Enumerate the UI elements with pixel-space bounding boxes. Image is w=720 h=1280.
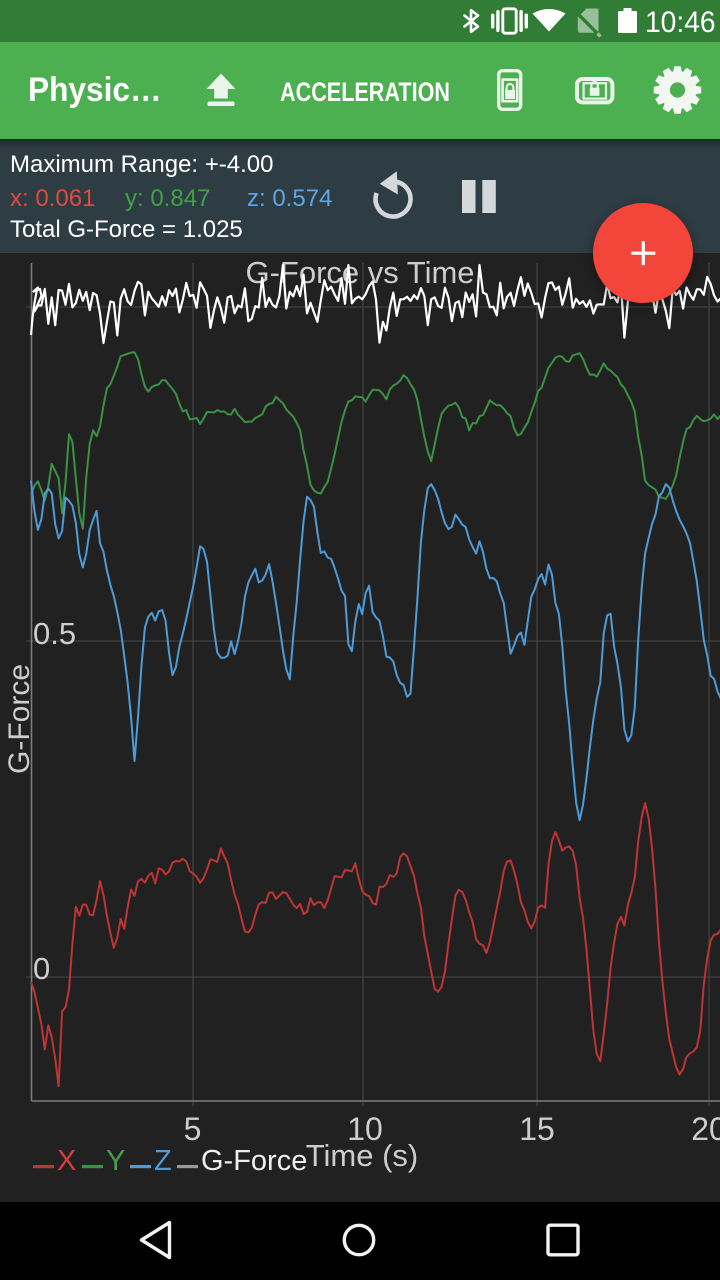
svg-text:Z: Z xyxy=(154,1145,172,1177)
svg-text:10: 10 xyxy=(347,1111,383,1147)
svg-text:0: 0 xyxy=(33,951,50,986)
svg-text:0.5: 0.5 xyxy=(33,616,76,651)
svg-text:Time (s): Time (s) xyxy=(306,1138,419,1173)
svg-text:20: 20 xyxy=(691,1111,720,1147)
svg-text:X: X xyxy=(57,1145,76,1177)
svg-text:5: 5 xyxy=(184,1111,202,1147)
svg-text:Y: Y xyxy=(106,1145,125,1177)
svg-text:15: 15 xyxy=(519,1111,555,1147)
svg-text:G-Force: G-Force xyxy=(201,1145,307,1177)
svg-text:G-Force: G-Force xyxy=(3,664,36,774)
